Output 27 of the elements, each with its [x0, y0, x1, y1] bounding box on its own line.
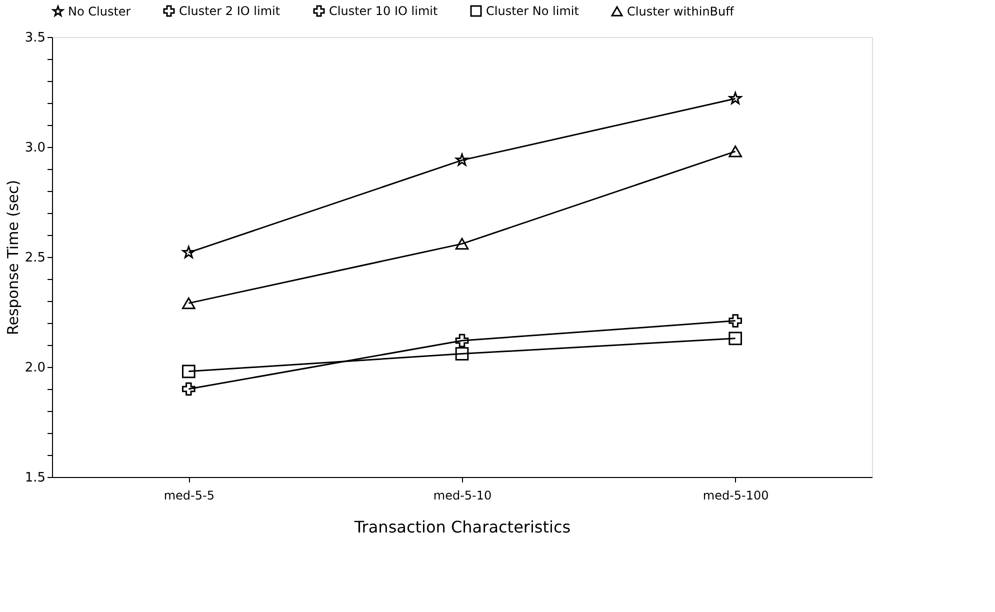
point	[182, 297, 196, 310]
y-tick-label: 3.0	[24, 140, 46, 156]
x-tick-label: med-5-10	[433, 488, 492, 502]
y-tick-label: 3.5	[24, 30, 46, 46]
legend-label: Cluster 10 IO limit	[329, 4, 438, 18]
point	[455, 347, 469, 360]
point	[728, 92, 742, 104]
legend-label: Cluster No limit	[486, 4, 580, 18]
x-tick-label: med-5-100	[702, 488, 769, 502]
point	[182, 246, 196, 258]
point	[728, 332, 742, 346]
point	[728, 146, 742, 158]
legend-label: Cluster 2 IO limit	[179, 4, 280, 18]
x-axis-title: Transaction Characteristics	[353, 518, 571, 536]
legend-label: Cluster withinBuff	[627, 4, 735, 18]
y-axis-title: Response Time (sec)	[4, 180, 22, 336]
x-tick-label: med-5-5	[164, 488, 214, 502]
point	[728, 314, 742, 328]
y-tick-label: 1.5	[24, 470, 46, 486]
point	[182, 382, 196, 396]
point	[455, 238, 469, 250]
point	[455, 334, 469, 348]
point	[182, 364, 196, 378]
y-tick-label: 2.5	[24, 250, 46, 266]
legend-label: No Cluster	[68, 4, 131, 18]
y-tick-label: 2.0	[24, 360, 46, 376]
point	[456, 154, 468, 166]
